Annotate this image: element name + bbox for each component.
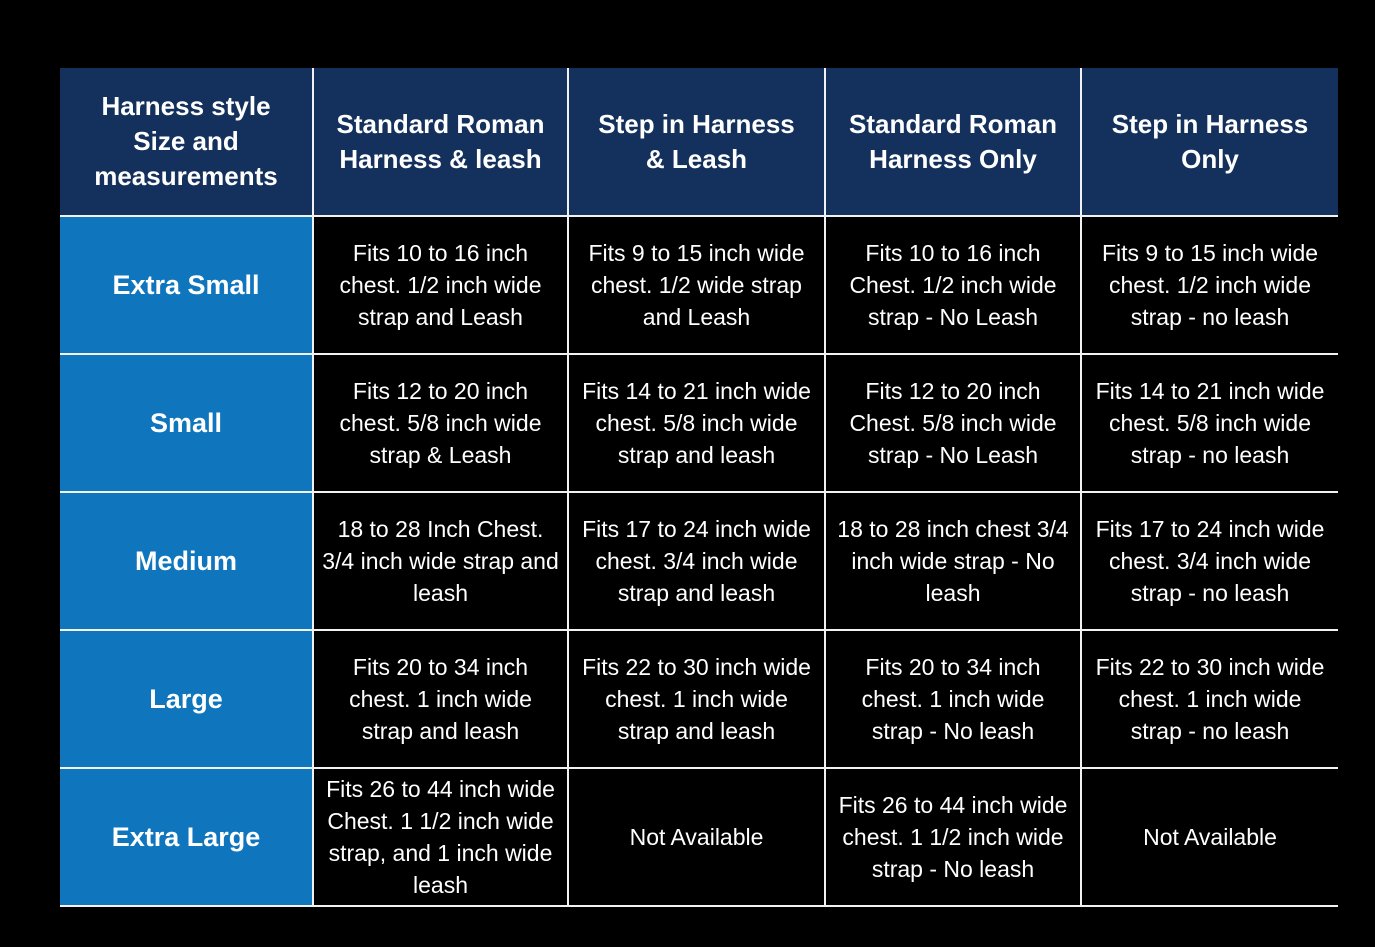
- table-row-medium: Medium 18 to 28 Inch Chest. 3/4 inch wid…: [60, 491, 1338, 631]
- data-cell: 18 to 28 Inch Chest. 3/4 inch wide strap…: [312, 491, 569, 631]
- header-cell-standard-roman-leash: Standard Roman Harness & leash: [312, 68, 569, 217]
- size-cell: Extra Small: [60, 216, 314, 355]
- data-cell: Fits 10 to 16 inch Chest. 1/2 inch wide …: [824, 216, 1082, 355]
- data-cell: Fits 14 to 21 inch wide chest. 5/8 inch …: [567, 353, 826, 493]
- data-cell: Fits 26 to 44 inch wide Chest. 1 1/2 inc…: [312, 767, 569, 907]
- table-row-small: Small Fits 12 to 20 inch chest. 5/8 inch…: [60, 353, 1338, 493]
- size-cell: Large: [60, 629, 314, 769]
- header-cell-standard-roman-only: Standard Roman Harness Only: [824, 68, 1082, 217]
- data-cell: 18 to 28 inch chest 3/4 inch wide strap …: [824, 491, 1082, 631]
- data-cell: Fits 9 to 15 inch wide chest. 1/2 wide s…: [567, 216, 826, 355]
- data-cell: Fits 20 to 34 inch chest. 1 inch wide st…: [312, 629, 569, 769]
- table-row-extra-small: Extra Small Fits 10 to 16 inch chest. 1/…: [60, 216, 1338, 355]
- data-cell: Fits 12 to 20 inch chest. 5/8 inch wide …: [312, 353, 569, 493]
- table-row-large: Large Fits 20 to 34 inch chest. 1 inch w…: [60, 629, 1338, 769]
- data-cell: Fits 22 to 30 inch wide chest. 1 inch wi…: [1080, 629, 1338, 769]
- data-cell: Fits 20 to 34 inch chest. 1 inch wide st…: [824, 629, 1082, 769]
- header-cell-step-in-only: Step in Harness Only: [1080, 68, 1338, 217]
- data-cell: Fits 10 to 16 inch chest. 1/2 inch wide …: [312, 216, 569, 355]
- header-cell-step-in-leash: Step in Harness & Leash: [567, 68, 826, 217]
- data-cell: Fits 12 to 20 inch Chest. 5/8 inch wide …: [824, 353, 1082, 493]
- data-cell: Fits 9 to 15 inch wide chest. 1/2 inch w…: [1080, 216, 1338, 355]
- size-cell: Medium: [60, 491, 314, 631]
- data-cell: Not Available: [1080, 767, 1338, 907]
- harness-size-chart: Harness style Size and measurements Stan…: [60, 68, 1338, 907]
- data-cell: Fits 17 to 24 inch wide chest. 3/4 inch …: [1080, 491, 1338, 631]
- size-cell: Small: [60, 353, 314, 493]
- data-cell: Fits 22 to 30 inch wide chest. 1 inch wi…: [567, 629, 826, 769]
- data-cell: Fits 14 to 21 inch wide chest. 5/8 inch …: [1080, 353, 1338, 493]
- header-row: Harness style Size and measurements Stan…: [60, 68, 1338, 217]
- size-cell: Extra Large: [60, 767, 314, 907]
- header-cell-size-measurements: Harness style Size and measurements: [60, 68, 314, 217]
- data-cell: Fits 17 to 24 inch wide chest. 3/4 inch …: [567, 491, 826, 631]
- table-row-extra-large: Extra Large Fits 26 to 44 inch wide Ches…: [60, 767, 1338, 907]
- data-cell: Fits 26 to 44 inch wide chest. 1 1/2 inc…: [824, 767, 1082, 907]
- data-cell: Not Available: [567, 767, 826, 907]
